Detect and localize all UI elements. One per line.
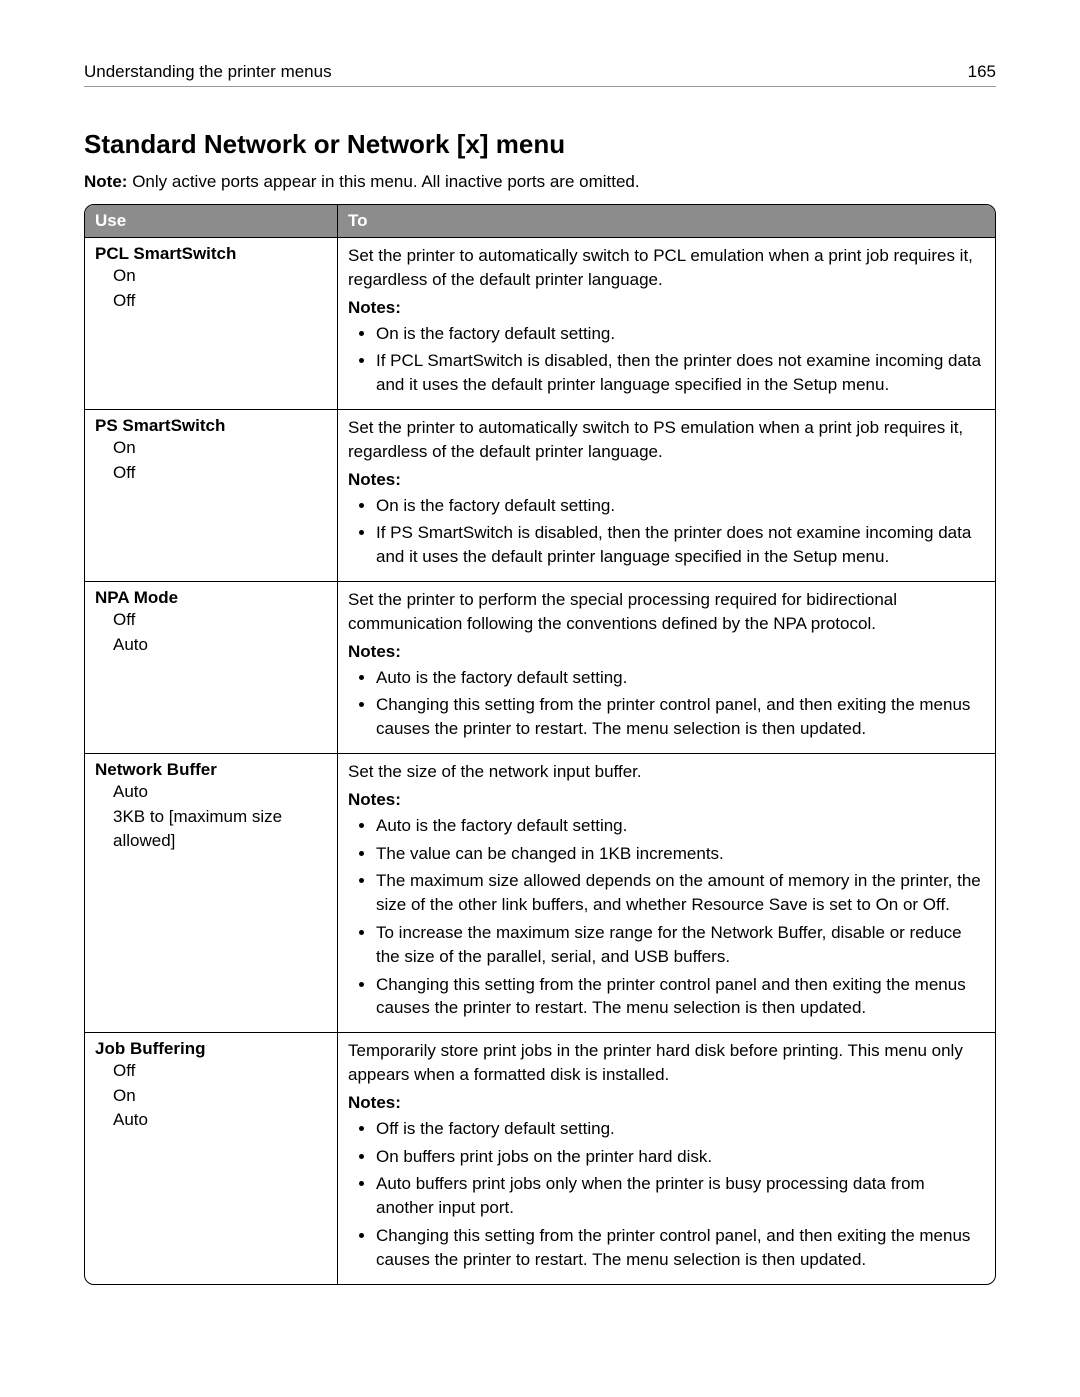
note-item: If PCL SmartSwitch is disabled, then the… — [376, 349, 985, 397]
notes-list: Auto is the factory default setting. Chan… — [348, 666, 985, 741]
table-row: Network BufferAuto3KB to [maximum size a… — [85, 753, 995, 1032]
description-text: Set the printer to automatically switch … — [348, 416, 985, 464]
section-title: Standard Network or Network [x] menu — [84, 129, 996, 160]
option-values: OnOff — [95, 264, 327, 313]
notes-label: Notes: — [348, 642, 985, 662]
note-item: On buffers print jobs on the printer har… — [376, 1145, 985, 1169]
option-name: Network Buffer — [95, 760, 327, 780]
description-cell: Set the printer to automatically switch … — [338, 238, 995, 409]
note-item: Auto is the factory default setting. — [376, 814, 985, 838]
option-value: Off — [113, 461, 327, 486]
notes-label: Notes: — [348, 790, 985, 810]
note-prefix: Note: — [84, 172, 127, 191]
option-name: Job Buffering — [95, 1039, 327, 1059]
note-item: Changing this setting from the printer c… — [376, 693, 985, 741]
description-text: Set the printer to perform the special p… — [348, 588, 985, 636]
notes-label: Notes: — [348, 298, 985, 318]
note-body: Only active ports appear in this menu. A… — [132, 172, 639, 191]
note-item: On is the factory default setting. — [376, 322, 985, 346]
option-value: Auto — [113, 1108, 327, 1133]
note-item: To increase the maximum size range for t… — [376, 921, 985, 969]
option-cell: NPA ModeOffAuto — [85, 581, 338, 753]
option-value: On — [113, 264, 327, 289]
description-cell: Set the printer to perform the special p… — [338, 581, 995, 753]
option-value: 3KB to [maximum size allowed] — [113, 805, 327, 854]
option-cell: PS SmartSwitchOnOff — [85, 409, 338, 581]
option-values: OnOff — [95, 436, 327, 485]
option-cell: Network BufferAuto3KB to [maximum size a… — [85, 753, 338, 1032]
description-text: Set the size of the network input buffer… — [348, 760, 985, 784]
col-header-to: To — [338, 205, 995, 238]
option-value: On — [113, 1084, 327, 1109]
page-header: Understanding the printer menus 165 — [84, 62, 996, 87]
page: Understanding the printer menus 165 Stan… — [0, 0, 1080, 1325]
description-cell: Set the size of the network input buffer… — [338, 753, 995, 1032]
description-text: Set the printer to automatically switch … — [348, 244, 985, 292]
note-item: Auto is the factory default setting. — [376, 666, 985, 690]
chapter-title: Understanding the printer menus — [84, 62, 332, 82]
col-header-use: Use — [85, 205, 338, 238]
note-item: The value can be changed in 1KB incremen… — [376, 842, 985, 866]
option-value: Auto — [113, 780, 327, 805]
notes-list: Auto is the factory default setting. The … — [348, 814, 985, 1020]
option-value: Off — [113, 1059, 327, 1084]
option-name: NPA Mode — [95, 588, 327, 608]
notes-list: On is the factory default setting. If PCL… — [348, 322, 985, 397]
option-name: PCL SmartSwitch — [95, 244, 327, 264]
table-row: PS SmartSwitchOnOffSet the printer to au… — [85, 409, 995, 581]
option-value: Auto — [113, 633, 327, 658]
note-item: If PS SmartSwitch is disabled, then the … — [376, 521, 985, 569]
notes-label: Notes: — [348, 1093, 985, 1113]
table-row: NPA ModeOffAutoSet the printer to perfor… — [85, 581, 995, 753]
option-cell: Job BufferingOffOnAuto — [85, 1032, 338, 1283]
menu-table: Use To PCL SmartSwitchOnOffSet the print… — [84, 204, 996, 1285]
table-row: PCL SmartSwitchOnOffSet the printer to a… — [85, 238, 995, 409]
section-note: Note: Only active ports appear in this m… — [84, 172, 996, 192]
option-values: OffAuto — [95, 608, 327, 657]
notes-label: Notes: — [348, 470, 985, 490]
note-item: The maximum size allowed depends on the … — [376, 869, 985, 917]
option-value: Off — [113, 608, 327, 633]
description-cell: Temporarily store print jobs in the prin… — [338, 1032, 995, 1283]
note-item: Off is the factory default setting. — [376, 1117, 985, 1141]
option-values: OffOnAuto — [95, 1059, 327, 1133]
note-item: Auto buffers print jobs only when the pr… — [376, 1172, 985, 1220]
option-name: PS SmartSwitch — [95, 416, 327, 436]
option-values: Auto3KB to [maximum size allowed] — [95, 780, 327, 854]
note-item: Changing this setting from the printer c… — [376, 1224, 985, 1272]
option-value: Off — [113, 289, 327, 314]
notes-list: Off is the factory default setting. On bu… — [348, 1117, 985, 1272]
note-item: Changing this setting from the printer c… — [376, 973, 985, 1021]
page-number: 165 — [968, 62, 996, 82]
description-cell: Set the printer to automatically switch … — [338, 409, 995, 581]
notes-list: On is the factory default setting. If PS … — [348, 494, 985, 569]
table-row: Job BufferingOffOnAutoTemporarily store … — [85, 1032, 995, 1283]
note-item: On is the factory default setting. — [376, 494, 985, 518]
description-text: Temporarily store print jobs in the prin… — [348, 1039, 985, 1087]
option-cell: PCL SmartSwitchOnOff — [85, 238, 338, 409]
option-value: On — [113, 436, 327, 461]
